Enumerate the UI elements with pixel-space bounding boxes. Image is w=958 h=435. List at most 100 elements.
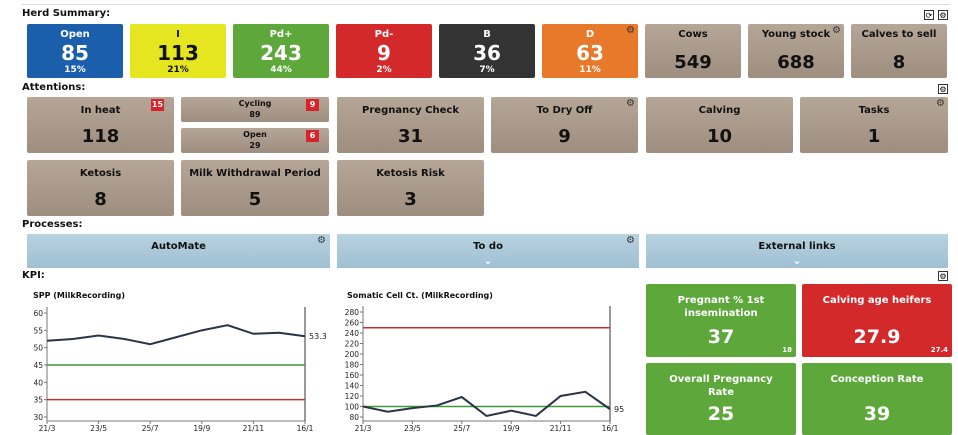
- tile-value: 118: [81, 126, 120, 147]
- x-tick-label: 23/5: [404, 424, 421, 433]
- tile-label: Pregnant % 1st insemination: [677, 295, 765, 319]
- y-tick-label: 160: [345, 371, 360, 380]
- settings-icon[interactable]: ⚙: [938, 10, 948, 20]
- settings-icon[interactable]: ⚙: [832, 25, 841, 36]
- top-rule: [22, 4, 950, 5]
- tile-label: Calving age heifers: [822, 295, 932, 306]
- x-tick-label: 25/7: [453, 424, 470, 433]
- tile-percent: 2%: [376, 65, 392, 75]
- tile-percent: 7%: [479, 65, 495, 75]
- y-tick-label: 55: [33, 326, 43, 335]
- y-tick-label: 220: [345, 340, 360, 349]
- end-value-label: 95: [614, 405, 624, 414]
- x-tick-label: 21/3: [355, 424, 372, 433]
- y-tick-label: 260: [345, 319, 360, 328]
- tile-label: Overall Pregnancy Rate: [669, 374, 773, 398]
- y-tick-label: 45: [33, 361, 43, 370]
- settings-icon[interactable]: ⚙: [938, 271, 948, 281]
- summary-tile[interactable]: Cows 549: [645, 24, 741, 78]
- tile-label: B: [483, 29, 491, 40]
- process-button[interactable]: AutoMate ⚙: [27, 234, 330, 268]
- tile-label: Tasks: [858, 105, 890, 116]
- tile-percent: 44%: [270, 65, 292, 75]
- summary-tile[interactable]: Pd- 9 2%: [336, 24, 432, 78]
- tile-value: 36: [473, 41, 501, 65]
- tile-value: 27.9: [853, 326, 901, 348]
- summary-tile[interactable]: D 63 11% ⚙: [542, 24, 638, 78]
- tile-value: 5: [248, 189, 262, 210]
- tile-label: Open: [60, 29, 90, 40]
- tile-label: Pregnancy Check: [362, 105, 459, 116]
- summary-tile[interactable]: Young stock 688 ⚙: [748, 24, 844, 78]
- tile-value: 31: [397, 126, 424, 147]
- tile-value: 3: [404, 189, 417, 210]
- attention-tile[interactable]: Calving 10: [646, 97, 793, 153]
- tile-percent: 21%: [167, 65, 189, 75]
- attention-tile[interactable]: Ketosis 8: [27, 160, 174, 216]
- settings-icon[interactable]: ⚙: [626, 25, 635, 36]
- kpi-tile[interactable]: Pregnant % 1st insemination 37 18: [646, 284, 796, 357]
- tile-value: 113: [157, 41, 199, 65]
- data-line: [46, 324, 306, 346]
- tile-value: 549: [674, 52, 712, 73]
- tile-label: I: [176, 29, 180, 40]
- tile-value: 9: [377, 41, 391, 65]
- x-tick-label: 19/9: [503, 424, 520, 433]
- y-tick-label: 180: [345, 361, 360, 370]
- attention-tile[interactable]: Milk Withdrawal Period 5: [181, 160, 329, 216]
- settings-icon[interactable]: ⚙: [938, 84, 948, 94]
- tile-label: To Dry Off: [536, 105, 593, 116]
- y-tick-label: 35: [33, 396, 43, 405]
- tile-label: Conception Rate: [830, 374, 924, 385]
- attention-tile[interactable]: To Dry Off 9 ⚙: [491, 97, 638, 153]
- summary-tile[interactable]: Open 85 15%: [27, 24, 123, 78]
- kpi-tile[interactable]: Calving age heifers 27.9 27.4: [802, 284, 952, 357]
- y-tick-label: 240: [345, 329, 360, 338]
- process-button[interactable]: To do ⚙ ⌄: [337, 234, 639, 268]
- tile-label: Cows: [678, 29, 708, 40]
- charts: SPP (MilkRecording) 30 35 40 45 50 55 60 21/3 23/…: [33, 291, 624, 433]
- badge: 15: [151, 99, 164, 111]
- summary-tile[interactable]: B 36 7%: [439, 24, 535, 78]
- tile-value: 37: [707, 326, 735, 348]
- tile-value: 63: [576, 41, 604, 65]
- settings-icon[interactable]: ⚙: [936, 98, 945, 109]
- tile-value: 243: [260, 41, 302, 65]
- refresh-icon[interactable]: ⟳: [924, 10, 934, 20]
- attention-tile[interactable]: Open 29 6: [181, 128, 329, 153]
- y-tick-label: 30: [33, 413, 43, 422]
- tile-value: 10: [706, 126, 733, 147]
- tile-value: 89: [249, 110, 261, 119]
- y-tick-label: 140: [345, 382, 360, 391]
- settings-icon[interactable]: ⚙: [317, 235, 326, 246]
- kpi-tile[interactable]: Conception Rate 39: [802, 363, 952, 435]
- tile-value: 39: [863, 403, 891, 425]
- settings-icon[interactable]: ⚙: [626, 235, 635, 246]
- kpi-tile[interactable]: Overall Pregnancy Rate 25: [646, 363, 796, 435]
- attention-tile[interactable]: Ketosis Risk 3: [337, 160, 484, 216]
- tile-label: Cycling: [238, 99, 272, 108]
- attention-tile[interactable]: Pregnancy Check 31: [337, 97, 484, 153]
- tile-label: Pd-: [374, 29, 394, 40]
- x-tick-label: 23/5: [90, 424, 107, 433]
- section-title: Attentions:: [22, 82, 86, 93]
- tile-label: Open: [243, 130, 267, 139]
- summary-tile[interactable]: I 113 21%: [130, 24, 226, 78]
- attention-tile[interactable]: In heat 118 15: [27, 97, 174, 153]
- summary-tile[interactable]: Calves to sell 8: [851, 24, 947, 78]
- tile-label: Calving: [698, 105, 741, 116]
- settings-icon[interactable]: ⚙: [626, 98, 635, 109]
- attention-tile[interactable]: Cycling 89 9: [181, 97, 329, 122]
- summary-tile[interactable]: Pd+ 243 44%: [233, 24, 329, 78]
- tile-percent: 15%: [64, 65, 86, 75]
- y-tick-label: 100: [345, 403, 360, 412]
- tile-value: 29: [249, 141, 261, 150]
- tile-value: 8: [892, 52, 906, 73]
- tile-value: 85: [61, 41, 89, 65]
- section-title: Processes:: [22, 219, 83, 230]
- process-button[interactable]: External links ⌄: [646, 234, 948, 268]
- attention-tile[interactable]: Tasks 1 ⚙: [800, 97, 948, 153]
- y-tick-label: 280: [345, 308, 360, 317]
- button-label: External links: [758, 241, 836, 252]
